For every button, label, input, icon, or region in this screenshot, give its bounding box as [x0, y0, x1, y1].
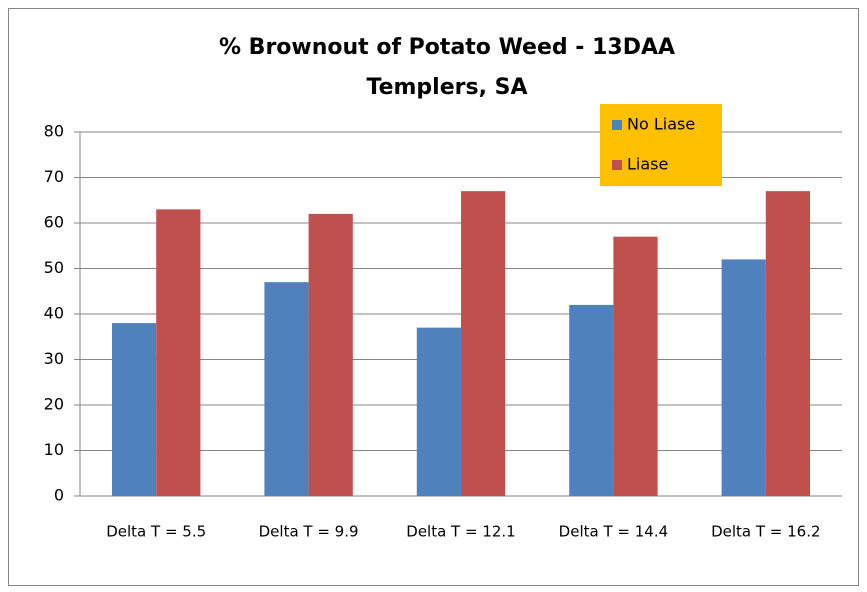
legend-box — [600, 104, 722, 186]
x-tick-label: Delta T = 5.5 — [106, 523, 206, 541]
x-tick-label: Delta T = 16.2 — [711, 523, 820, 541]
y-tick-label: 50 — [44, 258, 64, 277]
bar — [765, 191, 810, 496]
bar — [461, 191, 506, 496]
bar — [613, 236, 658, 496]
bar — [264, 282, 309, 496]
legend-swatch — [612, 160, 622, 170]
y-tick-label: 60 — [44, 213, 64, 232]
legend-swatch — [612, 120, 622, 130]
y-tick-label: 40 — [44, 304, 64, 323]
legend-label: No Liase — [627, 115, 695, 134]
y-tick-label: 0 — [54, 486, 64, 505]
x-tick-label: Delta T = 12.1 — [406, 523, 515, 541]
bar — [721, 259, 766, 496]
y-tick-label: 10 — [44, 440, 64, 459]
chart-title: % Brownout of Potato Weed - 13DAA — [219, 35, 675, 60]
y-tick-label: 30 — [44, 349, 64, 368]
bar — [112, 323, 157, 496]
bar — [569, 304, 614, 496]
x-tick-label: Delta T = 9.9 — [259, 523, 359, 541]
legend-label: Liase — [627, 155, 668, 174]
chart-title: Templers, SA — [367, 75, 528, 100]
y-tick-label: 20 — [44, 395, 64, 414]
x-tick-label: Delta T = 14.4 — [559, 523, 668, 541]
bar — [416, 327, 461, 496]
y-tick-label: 70 — [44, 167, 64, 186]
y-tick-label: 80 — [44, 122, 64, 141]
bar — [308, 213, 353, 496]
bar — [156, 209, 201, 496]
